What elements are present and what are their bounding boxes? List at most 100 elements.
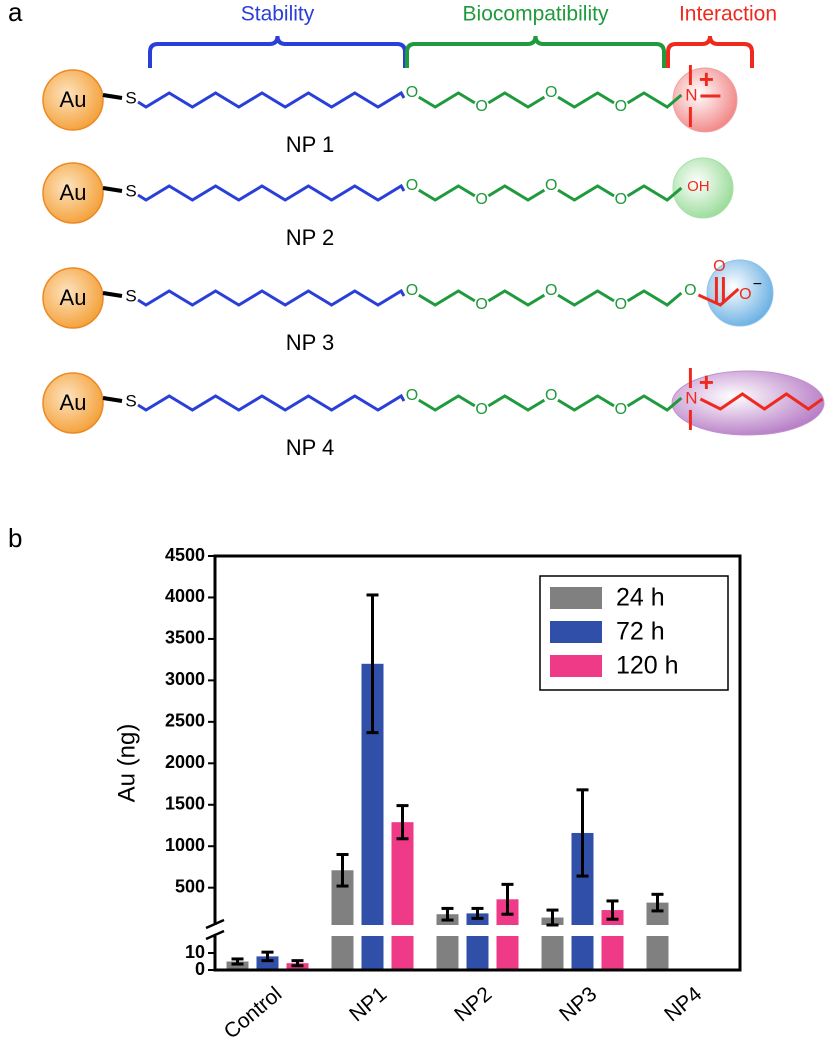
error-bar xyxy=(336,853,349,888)
error-bar xyxy=(651,892,664,913)
error-bar xyxy=(366,593,379,735)
oxygen-label: O xyxy=(545,177,557,194)
error-bar xyxy=(396,804,409,841)
end-atom: O xyxy=(739,286,751,303)
bond xyxy=(102,291,123,298)
bar xyxy=(571,832,594,925)
brace xyxy=(148,35,407,68)
legend-label: 72 h xyxy=(616,618,665,646)
atom-mask xyxy=(612,99,629,115)
atom-mask xyxy=(543,283,560,299)
x-tick-label: NP1 xyxy=(345,982,391,1026)
segment-label: Interaction xyxy=(679,3,777,26)
oxygen-label: O xyxy=(545,282,557,299)
atom-mask xyxy=(404,178,420,194)
core-label: Au xyxy=(60,180,87,205)
atom-mask xyxy=(404,388,420,404)
axis-break xyxy=(205,918,225,930)
carboxylate xyxy=(697,287,740,307)
y-tick-label: 2500 xyxy=(165,711,205,731)
y-tick-label: 500 xyxy=(175,876,205,896)
error-bar xyxy=(606,899,619,921)
error-bar xyxy=(501,882,514,916)
panel-label: a xyxy=(8,0,23,27)
atom-mask xyxy=(612,402,629,418)
oxygen-label: O xyxy=(475,191,487,208)
oxygen-label: O xyxy=(615,296,627,313)
gold-core xyxy=(42,162,104,224)
segment-label: Stability xyxy=(241,3,315,26)
brace xyxy=(666,35,754,68)
legend-swatch xyxy=(550,621,602,643)
y-tick-label: 2000 xyxy=(165,752,205,772)
bar-below-break xyxy=(436,936,459,970)
atom-mask xyxy=(543,85,560,101)
atom-mask xyxy=(473,99,490,115)
error-bar xyxy=(471,906,484,920)
linker-label: S xyxy=(125,286,136,305)
error-bar xyxy=(291,959,304,968)
end-atom: OH xyxy=(687,178,710,195)
atom-mask xyxy=(473,297,490,313)
y-tick-label: 0 xyxy=(195,959,205,979)
atom-mask xyxy=(543,388,560,404)
y-tick-label: 3500 xyxy=(165,628,205,648)
atom-mask xyxy=(612,297,629,313)
bond xyxy=(102,93,123,100)
bond xyxy=(102,186,123,193)
alkyl-chain xyxy=(137,90,406,109)
end-group-sphere xyxy=(672,157,734,219)
np-label: NP 4 xyxy=(286,435,335,460)
core-label: Au xyxy=(60,285,87,310)
legend-label: 24 h xyxy=(616,584,665,612)
bar xyxy=(331,870,354,925)
core-label: Au xyxy=(60,87,87,112)
atom-mask xyxy=(682,283,699,299)
bar-below-break xyxy=(601,936,624,970)
error-bar xyxy=(261,950,274,963)
alkyl-chain xyxy=(137,393,406,412)
x-tick-label: NP3 xyxy=(555,982,601,1026)
oxygen-label: O xyxy=(615,401,627,418)
bar-below-break xyxy=(466,936,489,970)
bar xyxy=(646,902,669,925)
end-atom: N xyxy=(685,388,697,407)
bar-below-break xyxy=(571,936,594,970)
oxygen-label: O xyxy=(615,98,627,115)
x-tick-label: NP2 xyxy=(450,982,496,1026)
legend-swatch xyxy=(550,655,602,677)
end-group-sphere xyxy=(706,259,774,327)
oxygen-label: O xyxy=(406,84,418,101)
alkyl-chain xyxy=(137,183,406,202)
gold-core xyxy=(42,69,104,131)
charge: + xyxy=(699,367,714,397)
error-bar xyxy=(441,906,454,922)
np-label: NP 3 xyxy=(286,330,335,355)
pentyl-chain xyxy=(699,392,824,411)
charge: − xyxy=(753,276,762,293)
oxygen-label: O xyxy=(406,282,418,299)
charge: + xyxy=(699,64,714,94)
gold-core xyxy=(42,267,104,329)
bar-below-break xyxy=(331,936,354,970)
segment-label: Biocompatibility xyxy=(463,3,609,26)
legend-swatch xyxy=(550,587,602,609)
x-tick-label: NP4 xyxy=(660,982,706,1026)
linker-label: S xyxy=(125,88,136,107)
axis-break xyxy=(205,929,225,941)
error-bar xyxy=(546,908,559,927)
oxygen-label: O xyxy=(406,177,418,194)
atom-mask xyxy=(473,402,490,418)
oxygen-label: O xyxy=(545,387,557,404)
core-label: Au xyxy=(60,390,87,415)
end-atom: O xyxy=(713,258,725,275)
x-tick-label: Control xyxy=(220,982,287,1043)
atom-mask xyxy=(612,192,629,208)
end-group-sphere xyxy=(671,370,825,436)
bond xyxy=(102,396,123,403)
alkyl-chain xyxy=(137,288,406,307)
error-bar xyxy=(576,788,589,878)
bar xyxy=(361,663,384,925)
gold-core xyxy=(42,372,104,434)
